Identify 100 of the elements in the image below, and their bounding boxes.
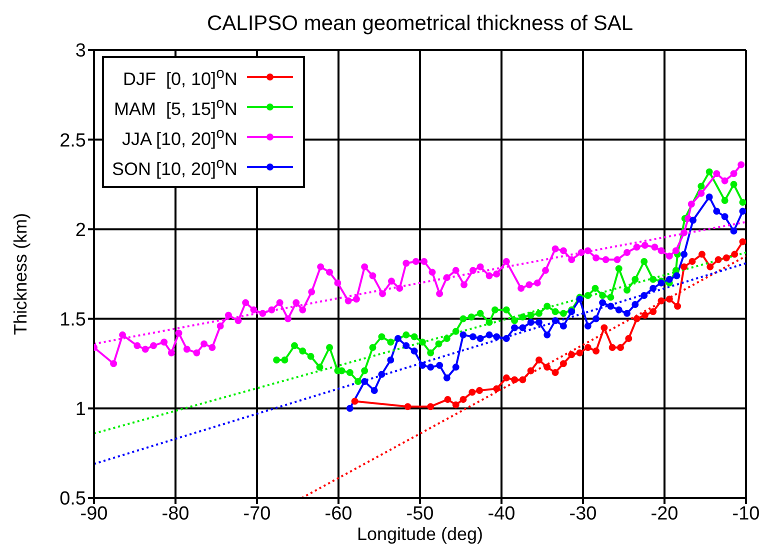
point xyxy=(418,362,426,369)
point xyxy=(436,362,444,369)
point xyxy=(680,250,688,258)
x-tick-label: -80 xyxy=(162,503,190,524)
point xyxy=(560,322,567,330)
point xyxy=(592,348,600,355)
point xyxy=(326,344,334,351)
point xyxy=(468,388,476,396)
point xyxy=(527,318,534,326)
point xyxy=(281,356,288,364)
point xyxy=(394,335,402,342)
point xyxy=(468,314,475,321)
point xyxy=(460,315,467,322)
point xyxy=(519,324,526,332)
point xyxy=(658,297,665,304)
point xyxy=(544,302,551,310)
point xyxy=(427,364,434,371)
point xyxy=(599,292,606,300)
point xyxy=(444,396,452,403)
point xyxy=(730,227,738,234)
point xyxy=(706,263,714,270)
point xyxy=(640,258,648,265)
point xyxy=(460,396,467,403)
point xyxy=(502,335,510,342)
point xyxy=(592,315,600,322)
point xyxy=(706,193,713,200)
point xyxy=(435,340,442,348)
point xyxy=(511,317,518,324)
point xyxy=(714,256,722,264)
point xyxy=(633,315,640,322)
point xyxy=(615,265,622,272)
point xyxy=(592,284,599,292)
point xyxy=(584,292,592,300)
point xyxy=(739,198,746,206)
point xyxy=(511,324,518,332)
point xyxy=(560,360,567,368)
point xyxy=(493,333,500,340)
point xyxy=(722,254,730,262)
point xyxy=(584,344,592,351)
y-tick-label: 1 xyxy=(75,399,86,420)
point xyxy=(299,348,306,355)
y-tick-label: 2.5 xyxy=(60,130,86,152)
point xyxy=(493,385,500,392)
y-tick-label: 3 xyxy=(75,40,86,62)
point xyxy=(706,168,713,176)
point xyxy=(544,331,551,338)
point xyxy=(346,369,354,376)
point xyxy=(387,356,394,364)
point xyxy=(519,314,526,321)
point xyxy=(410,348,418,355)
point xyxy=(378,370,386,378)
point xyxy=(641,312,648,319)
legend-label: MAM [5, 15]$^{o}$N xyxy=(114,94,238,120)
y-tick-label: 0.5 xyxy=(60,488,86,510)
x-tick-label: -50 xyxy=(406,503,434,524)
point xyxy=(402,342,410,350)
point xyxy=(673,272,680,280)
point xyxy=(721,197,728,204)
point xyxy=(369,344,376,351)
point xyxy=(739,238,746,246)
point xyxy=(511,376,518,384)
point xyxy=(418,338,426,346)
point xyxy=(607,294,614,301)
point xyxy=(721,213,728,220)
point xyxy=(452,328,460,335)
point xyxy=(731,250,738,258)
point xyxy=(452,401,460,408)
point xyxy=(624,286,631,294)
point xyxy=(351,398,358,405)
legend-label: SON [10, 20]$^{o}$N xyxy=(112,154,238,180)
x-axis-title: Longitude (deg) xyxy=(356,524,484,544)
point xyxy=(730,180,738,188)
point xyxy=(307,352,314,360)
point xyxy=(290,342,298,350)
point xyxy=(486,331,493,338)
point xyxy=(535,318,542,326)
point xyxy=(600,324,608,332)
point xyxy=(402,331,410,338)
point xyxy=(527,367,534,374)
point xyxy=(387,338,394,346)
point xyxy=(608,344,616,351)
point xyxy=(680,263,688,270)
point xyxy=(615,306,622,314)
point xyxy=(273,356,280,364)
point xyxy=(640,292,648,300)
point xyxy=(713,208,720,215)
point xyxy=(650,308,657,316)
point xyxy=(698,250,706,258)
point xyxy=(552,308,559,316)
point xyxy=(476,310,484,317)
point xyxy=(316,364,324,371)
point xyxy=(486,318,493,326)
y-axis-title: Thickness (km) xyxy=(10,212,30,336)
point xyxy=(739,208,746,215)
point xyxy=(404,403,412,410)
point xyxy=(427,403,434,410)
point xyxy=(599,299,606,306)
y-tick-label: 1.5 xyxy=(60,310,86,331)
point xyxy=(346,404,354,412)
point xyxy=(535,310,542,317)
